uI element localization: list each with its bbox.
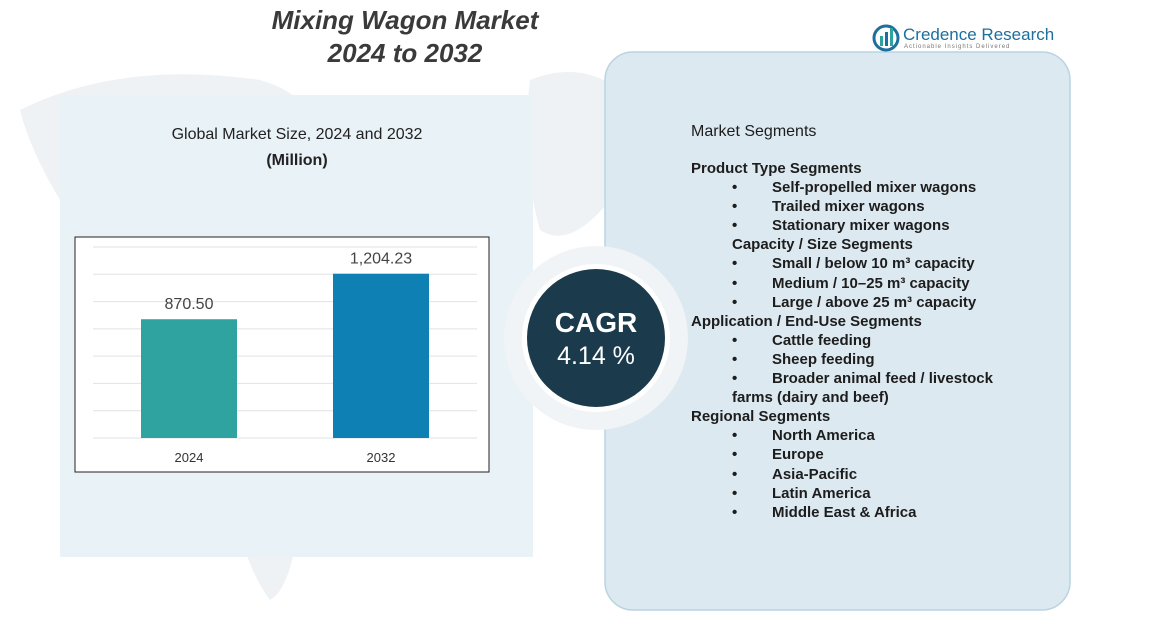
- segment-item: North America: [732, 426, 1022, 445]
- segment-groups: Product Type SegmentsSelf-propelled mixe…: [691, 159, 1051, 522]
- segment-item: Latin America: [732, 484, 1022, 503]
- segment-item: Broader animal feed / livestock farms (d…: [732, 369, 1022, 407]
- chart-title: Global Market Size, 2024 and 2032: [172, 126, 423, 143]
- segment-item: Medium / 10–25 m³ capacity: [732, 274, 1022, 293]
- brand-name: Credence Research: [903, 25, 1054, 44]
- segment-item: Small / below 10 m³ capacity: [732, 254, 1022, 273]
- segment-item: Sheep feeding: [732, 350, 1022, 369]
- bar: [141, 319, 237, 438]
- segment-item: Cattle feeding: [732, 331, 1022, 350]
- x-tick-label: 2032: [367, 450, 396, 465]
- title-line: Mixing Wagon Market: [272, 5, 540, 35]
- segments-title: Market Segments: [691, 123, 817, 140]
- segment-item: Middle East & Africa: [732, 503, 1022, 522]
- logo-icon: [872, 24, 900, 52]
- group-title: Application / End-Use Segments: [691, 312, 922, 330]
- cagr-value: 4.14 %: [557, 342, 635, 370]
- group-title: Capacity / Size Segments: [732, 236, 913, 254]
- segments: Market Segments Product Type SegmentsSel…: [691, 123, 1051, 522]
- x-tick-label: 2024: [175, 450, 204, 465]
- segment-group: Application / End-Use SegmentsCattle fee…: [691, 312, 1051, 407]
- brand-tagline: Actionable Insights Delivered: [904, 44, 1010, 50]
- segment-item: Europe: [732, 445, 1022, 464]
- value-label: 870.50: [165, 296, 214, 313]
- segment-group: Product Type SegmentsSelf-propelled mixe…: [691, 159, 1051, 235]
- title-line: 2024 to 2032: [327, 38, 483, 68]
- segment-group: Regional SegmentsNorth AmericaEuropeAsia…: [691, 407, 1051, 522]
- chart-subtitle: (Million): [266, 152, 327, 169]
- group-title: Regional Segments: [691, 408, 831, 426]
- bar: [333, 273, 429, 438]
- cagr-circle: [527, 269, 665, 407]
- plot: 870.50 2024 1,204.23 2032: [93, 246, 477, 465]
- segment-item: Large / above 25 m³ capacity: [732, 293, 1022, 312]
- cagr-label: CAGR: [555, 307, 637, 338]
- value-label: 1,204.23: [350, 251, 412, 268]
- segment-group: Capacity / Size SegmentsSmall / below 10…: [691, 235, 1051, 311]
- segment-item: Asia-Pacific: [732, 465, 1022, 484]
- segment-item: Self-propelled mixer wagons: [732, 178, 1022, 197]
- segment-item: Trailed mixer wagons: [732, 197, 1022, 216]
- group-title: Product Type Segments: [691, 160, 862, 177]
- segment-item: Stationary mixer wagons: [732, 216, 1022, 235]
